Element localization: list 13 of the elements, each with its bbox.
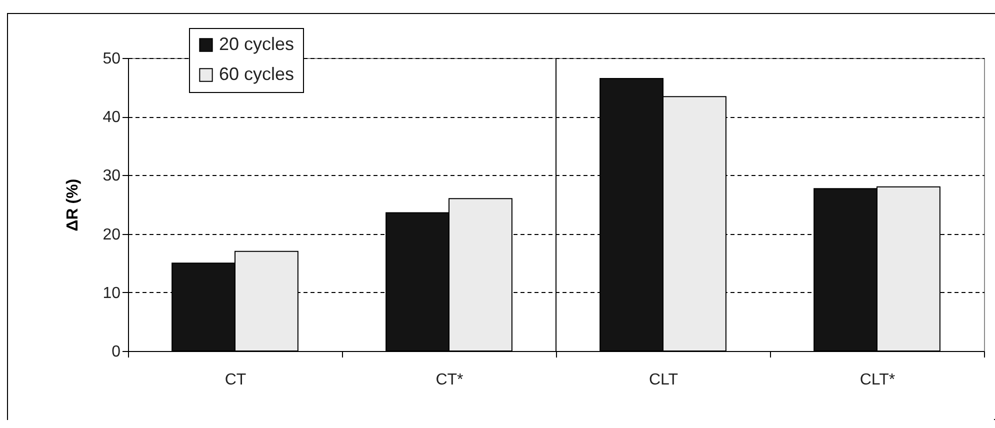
- y-tick-label: 50: [102, 50, 121, 68]
- legend-label: 20 cycles: [219, 34, 294, 54]
- x-tick-label: CT*: [436, 372, 464, 388]
- legend-label: 60 cycles: [219, 64, 294, 84]
- y-tick-label: 30: [102, 168, 121, 185]
- y-axis-title: ΔR (%): [64, 178, 82, 232]
- y-tick-label: 20: [102, 226, 121, 244]
- y-tick-label: 40: [102, 109, 121, 126]
- x-tick-label: CT: [224, 372, 246, 388]
- y-tick-label: 10: [102, 284, 121, 302]
- y-tick-label: 0: [112, 344, 121, 360]
- x-tick-label: CLT: [648, 372, 678, 388]
- x-tick-label: CLT*: [860, 372, 896, 388]
